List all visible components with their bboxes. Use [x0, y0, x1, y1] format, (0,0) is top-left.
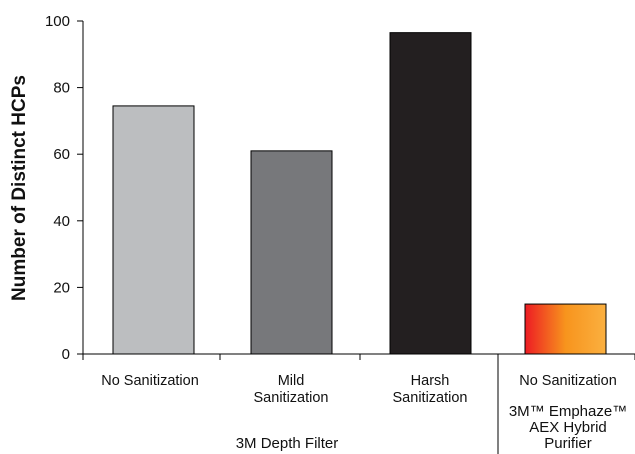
- x-tick-label: No Sanitization: [519, 373, 617, 389]
- x-axis: No Sanitization MildSanitizationHarshSani…: [82, 353, 635, 454]
- y-tick-label: 80: [53, 80, 70, 97]
- y-tick-label: 100: [45, 13, 70, 30]
- x-tick-label: Sanitization: [393, 390, 468, 406]
- bar: [389, 32, 472, 355]
- bar: [250, 150, 333, 355]
- y-tick-label: 40: [53, 213, 70, 230]
- x-tick-label: Sanitization: [254, 390, 329, 406]
- x-tick-label: No Sanitization: [101, 373, 199, 389]
- y-tick-label: 20: [53, 279, 70, 296]
- group-label: AEX Hybrid: [529, 419, 607, 436]
- bar: [524, 303, 607, 355]
- bars: [112, 32, 607, 355]
- y-tick-label: 0: [62, 346, 70, 363]
- x-tick-label: Harsh: [411, 373, 450, 389]
- bar: [112, 105, 195, 355]
- group-label: 3M Depth Filter: [236, 435, 339, 452]
- y-axis: 0 20 40 60 80 100: [45, 13, 84, 363]
- group-label: Purifier: [544, 435, 592, 452]
- y-tick-label: 60: [53, 146, 70, 163]
- x-tick-label: Mild: [278, 373, 305, 389]
- group-label: 3M™ Emphaze™: [509, 403, 627, 420]
- y-axis-label: Number of Distinct HCPs: [9, 75, 30, 301]
